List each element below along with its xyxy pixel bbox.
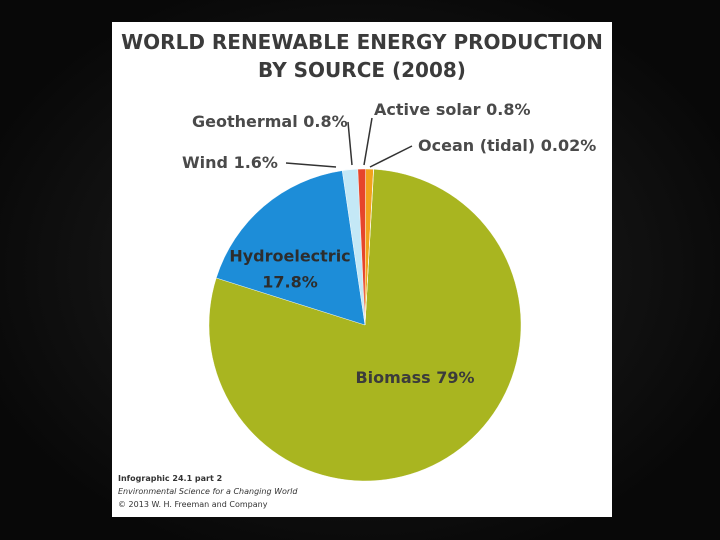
value-label: 17.8% — [262, 273, 318, 292]
leader-line — [369, 145, 413, 168]
footer: Infographic 24.1 part 2 — [118, 474, 223, 483]
value-label: 0.8% — [303, 112, 347, 131]
slice-label: Wind — [182, 153, 228, 172]
leader-line — [285, 162, 337, 168]
slice-label: Ocean (tidal) — [418, 136, 535, 155]
value-label: 1.6% — [234, 153, 278, 172]
slice-label: Hydroelectric — [229, 247, 350, 266]
slice-label: Geothermal — [192, 112, 298, 131]
value-label: 0.8% — [486, 100, 530, 119]
slice-label-group: Wind 1.6% — [182, 153, 278, 172]
slice-label-group: Geothermal 0.8% — [192, 112, 348, 131]
panel: WORLD RENEWABLE ENERGY PRODUCTION BY SOU… — [112, 22, 612, 517]
chart: Biomass 79% Hydroelectric 17.8% Wind 1.6% Ge… — [182, 100, 596, 482]
leader-line — [347, 121, 353, 166]
footer: © 2013 W. H. Freeman and Company — [118, 500, 268, 509]
leader-line — [363, 117, 373, 166]
slice-label: Biomass — [355, 368, 430, 387]
pie-slice — [364, 169, 374, 326]
slice-label-group: Biomass 79% — [355, 368, 474, 387]
pie-slice — [216, 170, 366, 326]
slice-label-group: Ocean (tidal) 0.02% — [418, 136, 596, 155]
value-label: 79% — [436, 368, 474, 387]
value-label: 0.02% — [541, 136, 597, 155]
chart-title: WORLD RENEWABLE ENERGY PRODUCTION BY SOU… — [121, 30, 603, 82]
footer: Environmental Science for a Changing Wor… — [118, 487, 298, 496]
slice-label-group: Active solar 0.8% — [374, 100, 531, 119]
slice-label: Active solar — [374, 100, 481, 119]
